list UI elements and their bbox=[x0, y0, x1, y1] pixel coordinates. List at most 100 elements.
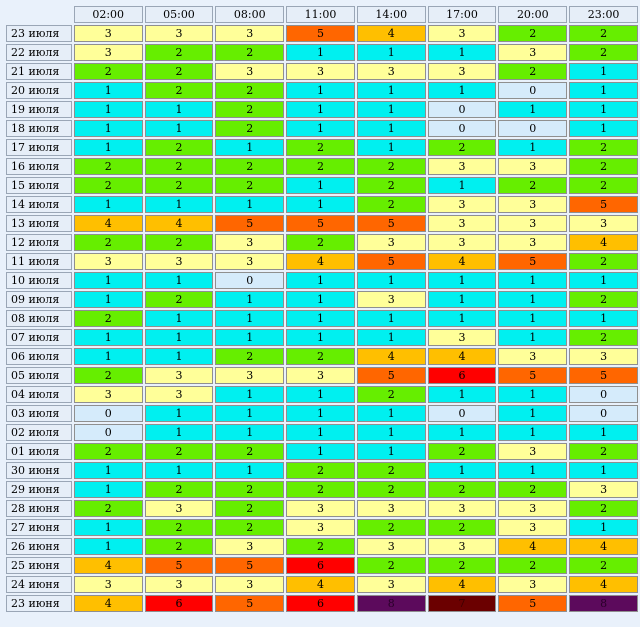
kp-value-cell: 1 bbox=[73, 329, 143, 346]
date-cell: 25 июня bbox=[6, 557, 72, 574]
table-row: 19 июля 1 1 2 1 1 0 1 1 bbox=[6, 101, 638, 118]
kp-value-cell: 3 bbox=[427, 196, 497, 213]
kp-value-cell: 3 bbox=[356, 538, 426, 555]
kp-value-cell: 3 bbox=[144, 500, 214, 517]
kp-value-cell: 1 bbox=[286, 329, 355, 346]
date-cell: 16 июля bbox=[6, 158, 72, 175]
kp-value-cell: 1 bbox=[427, 82, 497, 99]
kp-value-cell: 2 bbox=[427, 443, 497, 460]
kp-value-cell: 2 bbox=[73, 63, 143, 80]
table-row: 21 июля 2 2 3 3 3 3 2 1 bbox=[6, 63, 638, 80]
kp-value-cell: 1 bbox=[286, 386, 355, 403]
kp-value-cell: 2 bbox=[286, 348, 355, 365]
kp-value-cell: 3 bbox=[356, 291, 426, 308]
kp-value-cell: 3 bbox=[498, 44, 568, 61]
kp-value-cell: 3 bbox=[144, 253, 214, 270]
kp-value-cell: 5 bbox=[286, 215, 355, 232]
kp-value-cell: 4 bbox=[498, 538, 568, 555]
date-cell: 09 июля bbox=[6, 291, 72, 308]
kp-value-cell: 2 bbox=[498, 63, 568, 80]
kp-value-cell: 1 bbox=[73, 519, 143, 536]
kp-value-cell: 2 bbox=[427, 139, 497, 156]
kp-value-cell: 1 bbox=[356, 272, 426, 289]
kp-value-cell: 4 bbox=[427, 576, 497, 593]
kp-value-cell: 4 bbox=[569, 234, 638, 251]
kp-value-cell: 1 bbox=[215, 424, 285, 441]
kp-value-cell: 7 bbox=[427, 595, 497, 612]
kp-value-cell: 2 bbox=[356, 519, 426, 536]
table-row: 08 июля 2 1 1 1 1 1 1 1 bbox=[6, 310, 638, 327]
kp-value-cell: 1 bbox=[286, 310, 355, 327]
kp-value-cell: 0 bbox=[73, 405, 143, 422]
kp-value-cell: 3 bbox=[215, 367, 285, 384]
kp-value-cell: 2 bbox=[144, 177, 214, 194]
kp-value-cell: 1 bbox=[215, 462, 285, 479]
kp-value-cell: 1 bbox=[144, 424, 214, 441]
kp-value-cell: 2 bbox=[215, 44, 285, 61]
kp-value-cell: 2 bbox=[498, 557, 568, 574]
kp-value-cell: 3 bbox=[286, 63, 355, 80]
kp-value-cell: 2 bbox=[215, 500, 285, 517]
kp-value-cell: 1 bbox=[215, 405, 285, 422]
time-column-header: 08:00 bbox=[215, 6, 285, 23]
kp-value-cell: 1 bbox=[215, 291, 285, 308]
kp-value-cell: 0 bbox=[498, 82, 568, 99]
kp-value-cell: 1 bbox=[498, 405, 568, 422]
date-cell: 18 июля bbox=[6, 120, 72, 137]
table-row: 30 июня 1 1 1 2 2 1 1 1 bbox=[6, 462, 638, 479]
kp-value-cell: 3 bbox=[498, 196, 568, 213]
date-cell: 26 июня bbox=[6, 538, 72, 555]
kp-value-cell: 4 bbox=[73, 557, 143, 574]
kp-value-cell: 3 bbox=[498, 158, 568, 175]
table-row: 01 июля 2 2 2 1 1 2 3 2 bbox=[6, 443, 638, 460]
kp-value-cell: 3 bbox=[498, 234, 568, 251]
table-row: 18 июля 1 1 2 1 1 0 0 1 bbox=[6, 120, 638, 137]
date-cell: 10 июля bbox=[6, 272, 72, 289]
time-column-header: 14:00 bbox=[356, 6, 426, 23]
kp-value-cell: 2 bbox=[569, 329, 638, 346]
kp-value-cell: 3 bbox=[569, 348, 638, 365]
kp-value-cell: 5 bbox=[498, 595, 568, 612]
time-column-header: 02:00 bbox=[73, 6, 143, 23]
table-row: 29 июня 1 2 2 2 2 2 2 3 bbox=[6, 481, 638, 498]
kp-value-cell: 1 bbox=[427, 177, 497, 194]
date-cell: 17 июля bbox=[6, 139, 72, 156]
kp-value-cell: 3 bbox=[286, 367, 355, 384]
kp-value-cell: 2 bbox=[144, 158, 214, 175]
kp-value-cell: 1 bbox=[427, 310, 497, 327]
kp-value-cell: 1 bbox=[498, 101, 568, 118]
kp-value-cell: 2 bbox=[73, 443, 143, 460]
kp-value-cell: 3 bbox=[73, 386, 143, 403]
kp-value-cell: 1 bbox=[73, 538, 143, 555]
kp-value-cell: 2 bbox=[144, 82, 214, 99]
kp-value-cell: 5 bbox=[356, 215, 426, 232]
date-cell: 07 июля bbox=[6, 329, 72, 346]
date-cell: 15 июля bbox=[6, 177, 72, 194]
kp-value-cell: 2 bbox=[215, 519, 285, 536]
date-cell: 19 июля bbox=[6, 101, 72, 118]
kp-value-cell: 2 bbox=[356, 462, 426, 479]
kp-value-cell: 4 bbox=[73, 215, 143, 232]
kp-value-cell: 1 bbox=[144, 196, 214, 213]
kp-value-cell: 5 bbox=[498, 253, 568, 270]
kp-value-cell: 3 bbox=[215, 25, 285, 42]
date-cell: 12 июля bbox=[6, 234, 72, 251]
kp-value-cell: 2 bbox=[356, 196, 426, 213]
kp-value-cell: 4 bbox=[73, 595, 143, 612]
table-row: 15 июля 2 2 2 1 2 1 2 2 bbox=[6, 177, 638, 194]
kp-value-cell: 2 bbox=[144, 44, 214, 61]
kp-value-cell: 1 bbox=[73, 272, 143, 289]
kp-value-cell: 1 bbox=[144, 462, 214, 479]
kp-value-cell: 1 bbox=[427, 44, 497, 61]
kp-value-cell: 1 bbox=[144, 120, 214, 137]
kp-value-cell: 1 bbox=[356, 329, 426, 346]
kp-value-cell: 1 bbox=[356, 44, 426, 61]
kp-value-cell: 1 bbox=[73, 481, 143, 498]
kp-value-cell: 4 bbox=[286, 253, 355, 270]
kp-value-cell: 3 bbox=[356, 500, 426, 517]
kp-value-cell: 5 bbox=[144, 557, 214, 574]
kp-value-cell: 5 bbox=[498, 367, 568, 384]
table-row: 05 июля 2 3 3 3 5 6 5 5 bbox=[6, 367, 638, 384]
kp-value-cell: 5 bbox=[215, 595, 285, 612]
kp-value-cell: 2 bbox=[286, 139, 355, 156]
